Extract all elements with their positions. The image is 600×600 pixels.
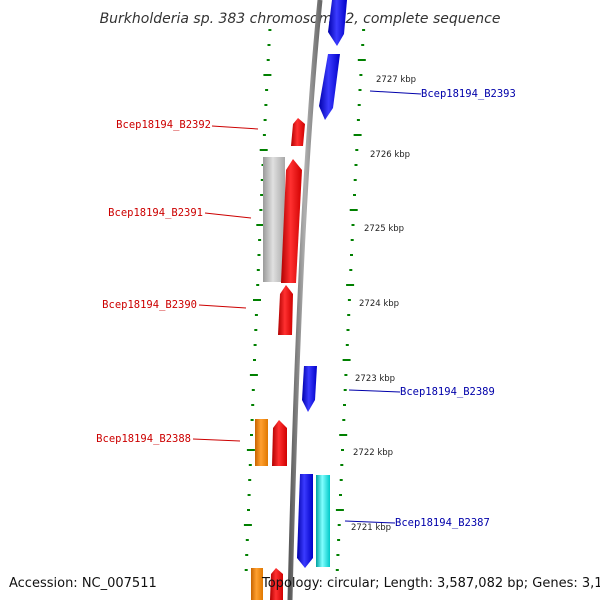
gene-feature-orange-bottom[interactable] <box>251 568 263 600</box>
gene-feature-b2387-blue[interactable] <box>297 474 313 568</box>
gene-feature-b2387-cyan[interactable] <box>316 475 330 567</box>
inner-tick-ring <box>243 29 272 571</box>
gene-label-b2393[interactable]: Bcep18194_B2393 <box>421 88 516 100</box>
gene-label-b2388[interactable]: Bcep18194_B2388 <box>96 433 191 445</box>
gene-label-b2387[interactable]: Bcep18194_B2387 <box>395 517 490 529</box>
leader-line-b2387 <box>344 520 396 524</box>
gene-feature-b2391[interactable] <box>281 159 302 283</box>
kbp-tick-2724: 2724 kbp <box>359 299 399 309</box>
kbp-tick-2725: 2725 kbp <box>364 224 404 234</box>
gene-feature-b2389[interactable] <box>302 366 317 412</box>
leader-line-b2392 <box>211 125 259 130</box>
kbp-tick-2721: 2721 kbp <box>351 523 391 533</box>
gene-feature-b2392[interactable] <box>291 118 305 146</box>
kbp-tick-2723: 2723 kbp <box>355 374 395 384</box>
gene-feature-b2393[interactable] <box>319 54 340 120</box>
gene-feature-b2388-orange[interactable] <box>255 419 268 466</box>
leader-line-b2389 <box>348 389 401 393</box>
gene-feature-b2391-pseudo[interactable] <box>263 157 285 282</box>
leader-line-b2393 <box>369 90 422 95</box>
genome-backbone <box>287 0 323 600</box>
kbp-tick-2722: 2722 kbp <box>353 448 393 458</box>
gene-label-b2390[interactable]: Bcep18194_B2390 <box>102 299 197 311</box>
leader-line-b2391 <box>204 212 252 219</box>
accession-text: Accession: NC_007511 <box>9 576 157 591</box>
gene-label-b2391[interactable]: Bcep18194_B2391 <box>108 207 203 219</box>
map-title: Burkholderia sp. 383 chromosome 2, compl… <box>100 11 501 27</box>
gene-feature-blue-top[interactable] <box>328 0 347 46</box>
kbp-tick-2726: 2726 kbp <box>370 150 410 160</box>
leader-line-b2390 <box>198 304 247 309</box>
gene-feature-b2388[interactable] <box>272 420 287 466</box>
kbp-tick-2727: 2727 kbp <box>376 75 416 85</box>
gene-label-b2389[interactable]: Bcep18194_B2389 <box>400 386 495 398</box>
outer-tick-ring <box>335 29 366 571</box>
gene-label-b2392[interactable]: Bcep18194_B2392 <box>116 119 211 131</box>
gene-feature-b2390[interactable] <box>278 285 293 335</box>
topology-text: Topology: circular; Length: 3,587,082 bp… <box>261 576 600 591</box>
leader-line-b2388 <box>192 438 241 442</box>
gene-feature-red-bottom[interactable] <box>270 568 283 600</box>
